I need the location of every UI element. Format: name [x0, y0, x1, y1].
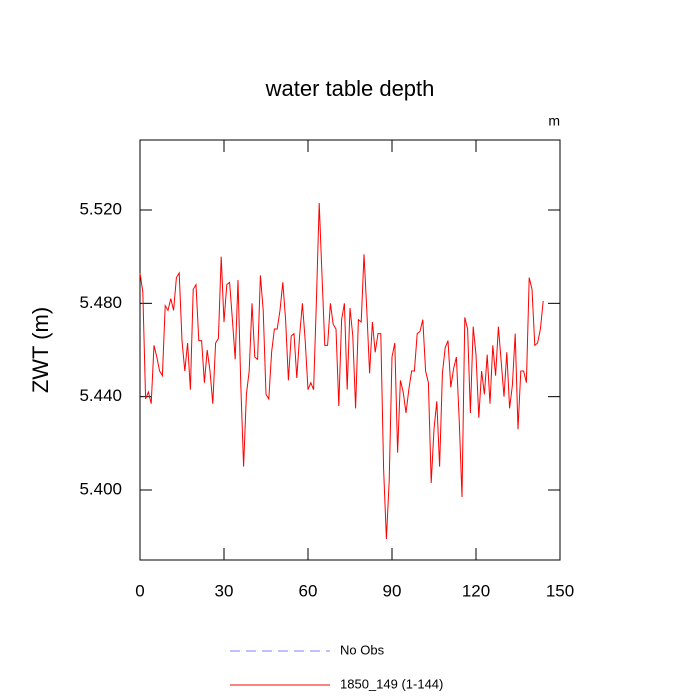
y-axis-label: ZWT (m) [28, 307, 53, 393]
x-tick-label: 60 [299, 581, 318, 600]
y-tick-label: 5.440 [79, 386, 122, 405]
x-tick-label: 120 [462, 581, 490, 600]
legend-label: 1850_149 (1-144) [340, 676, 443, 691]
y-tick-label: 5.520 [79, 199, 122, 218]
y-tick-label: 5.400 [79, 479, 122, 498]
x-tick-label: 0 [135, 581, 144, 600]
legend-label: No Obs [340, 642, 385, 657]
x-tick-label: 90 [383, 581, 402, 600]
units-label: m [548, 113, 560, 129]
plot-frame [139, 139, 561, 561]
chart-title: water table depth [265, 76, 435, 101]
x-tick-label: 30 [215, 581, 234, 600]
x-tick-label: 150 [546, 581, 574, 600]
data-line [139, 202, 544, 540]
y-tick-label: 5.480 [79, 293, 122, 312]
